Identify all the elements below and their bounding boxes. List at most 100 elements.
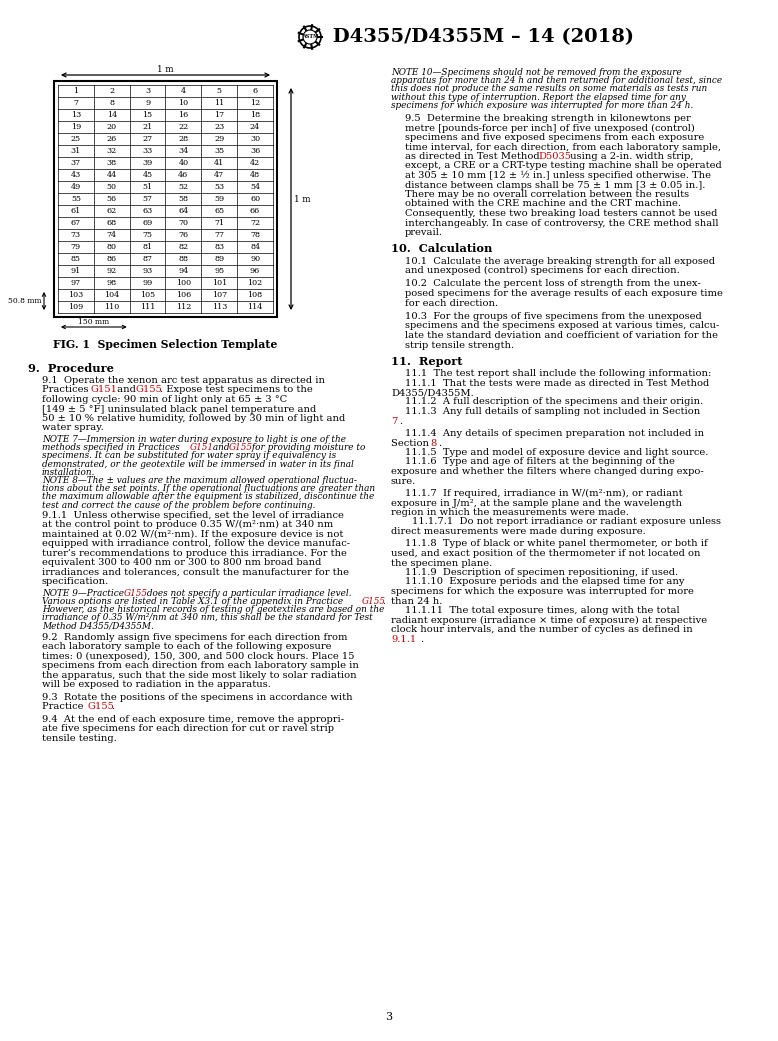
Text: specimens. It can be substituted for water spray if equivalency is: specimens. It can be substituted for wat… (42, 452, 336, 460)
Text: 22: 22 (178, 123, 188, 131)
Text: 68: 68 (107, 219, 117, 227)
Text: 94: 94 (178, 266, 188, 275)
Text: test and correct the cause of the problem before continuing.: test and correct the cause of the proble… (42, 501, 316, 510)
Text: demonstrated, or the geotextile will be immersed in water in its final: demonstrated, or the geotextile will be … (42, 459, 354, 468)
Text: 53: 53 (214, 183, 224, 191)
Text: 46: 46 (178, 171, 188, 179)
Text: times: 0 (unexposed), 150, 300, and 500 clock hours. Place 15: times: 0 (unexposed), 150, 300, and 500 … (42, 652, 355, 661)
Text: 111: 111 (140, 303, 156, 311)
Text: 95: 95 (214, 266, 224, 275)
Text: 87: 87 (142, 255, 152, 263)
Text: 98: 98 (107, 279, 117, 287)
Text: 70: 70 (178, 219, 188, 227)
Text: 50.8 mm: 50.8 mm (9, 297, 42, 305)
Text: each laboratory sample to each of the following exposure: each laboratory sample to each of the fo… (42, 642, 331, 652)
Text: 76: 76 (178, 231, 188, 239)
Text: 51: 51 (142, 183, 152, 191)
Text: tensile testing.: tensile testing. (42, 734, 117, 743)
Text: Various options are listed in Table X3.1 of the appendix in Practice: Various options are listed in Table X3.1… (42, 596, 346, 606)
Text: 9.3  Rotate the positions of the specimens in accordance with: 9.3 Rotate the positions of the specimen… (42, 693, 352, 702)
Text: as directed in Test Method: as directed in Test Method (405, 152, 543, 161)
Text: 43: 43 (71, 171, 81, 179)
Text: 107: 107 (212, 291, 227, 299)
Text: specification.: specification. (42, 578, 109, 586)
Text: 109: 109 (68, 303, 83, 311)
Text: ate five specimens for each direction for cut or ravel strip: ate five specimens for each direction fo… (42, 725, 334, 733)
Text: 11.  Report: 11. Report (391, 356, 462, 367)
Text: D4355/D4355M.: D4355/D4355M. (391, 388, 474, 397)
Text: 108: 108 (247, 291, 263, 299)
Text: specimens for which the exposure was interrupted for more: specimens for which the exposure was int… (391, 587, 694, 596)
Text: 60: 60 (250, 195, 260, 203)
Text: 11.1.10  Exposure periods and the elapsed time for any: 11.1.10 Exposure periods and the elapsed… (405, 578, 685, 586)
Text: Method D4355/D4355M.: Method D4355/D4355M. (42, 621, 154, 631)
Text: 8: 8 (109, 99, 114, 107)
Text: 78: 78 (250, 231, 260, 239)
Text: than 24 h.: than 24 h. (391, 596, 443, 606)
Text: except, a CRE or a CRT-type testing machine shall be operated: except, a CRE or a CRT-type testing mach… (405, 161, 722, 171)
Text: 9.4  At the end of each exposure time, remove the appropri-: 9.4 At the end of each exposure time, re… (42, 715, 344, 723)
Text: 85: 85 (71, 255, 81, 263)
Text: 72: 72 (250, 219, 260, 227)
Text: late the standard deviation and coefficient of variation for the: late the standard deviation and coeffici… (405, 331, 718, 340)
Text: 27: 27 (142, 135, 152, 143)
Text: 11.1.3  Any full details of sampling not included in Section: 11.1.3 Any full details of sampling not … (405, 407, 700, 416)
Text: water spray.: water spray. (42, 424, 103, 432)
Text: 50 ± 10 % relative humidity, followed by 30 min of light and: 50 ± 10 % relative humidity, followed by… (42, 414, 345, 423)
Text: 18: 18 (250, 111, 260, 119)
Text: 114: 114 (247, 303, 263, 311)
Text: 91: 91 (71, 266, 81, 275)
Text: Section: Section (391, 438, 432, 448)
Text: 82: 82 (178, 243, 188, 251)
Text: 64: 64 (178, 207, 188, 215)
Text: G155: G155 (229, 443, 253, 452)
Text: 81: 81 (142, 243, 152, 251)
Text: 112: 112 (176, 303, 191, 311)
Text: 97: 97 (71, 279, 81, 287)
Text: 9.1.1  Unless otherwise specified, set the level of irradiance: 9.1.1 Unless otherwise specified, set th… (42, 511, 344, 519)
Text: 83: 83 (214, 243, 224, 251)
Text: 25: 25 (71, 135, 81, 143)
Text: 11.1  The test report shall include the following information:: 11.1 The test report shall include the f… (405, 369, 711, 378)
Text: 42: 42 (250, 159, 260, 167)
Bar (54, 81, 277, 318)
Text: .: . (438, 438, 441, 448)
Text: ASTM: ASTM (302, 34, 318, 40)
Text: equipped with irradiance control, follow the device manufac-: equipped with irradiance control, follow… (42, 539, 350, 549)
Text: 9.1.1: 9.1.1 (391, 635, 416, 643)
Text: 28: 28 (178, 135, 188, 143)
Text: 11.1.8  Type of black or white panel thermometer, or both if: 11.1.8 Type of black or white panel ther… (405, 539, 708, 549)
Text: G155: G155 (136, 385, 163, 395)
Text: 7: 7 (73, 99, 79, 107)
Text: 21: 21 (142, 123, 152, 131)
Text: the specimen plane.: the specimen plane. (391, 559, 492, 567)
Text: 8: 8 (430, 438, 436, 448)
Text: .: . (399, 416, 402, 426)
Text: posed specimens for the average results of each exposure time: posed specimens for the average results … (405, 289, 723, 298)
Text: 113: 113 (212, 303, 227, 311)
Text: obtained with the CRE machine and the CRT machine.: obtained with the CRE machine and the CR… (405, 200, 681, 208)
Text: 29: 29 (214, 135, 224, 143)
Text: prevail.: prevail. (405, 228, 443, 237)
Text: 104: 104 (104, 291, 119, 299)
Text: specimens and the specimens exposed at various times, calcu-: specimens and the specimens exposed at v… (405, 322, 720, 330)
Text: for each direction.: for each direction. (405, 299, 498, 307)
Text: 11.1.1  That the tests were made as directed in Test Method: 11.1.1 That the tests were made as direc… (405, 379, 710, 387)
Text: irradiance of 0.35 W/m²/nm at 340 nm, this shall be the standard for Test: irradiance of 0.35 W/m²/nm at 340 nm, th… (42, 613, 373, 623)
Text: 5: 5 (217, 87, 222, 95)
Text: tions about the set points. If the operational fluctuations are greater than: tions about the set points. If the opera… (42, 484, 375, 493)
Text: 35: 35 (214, 147, 224, 155)
Text: and unexposed (control) specimens for each direction.: and unexposed (control) specimens for ea… (405, 266, 680, 275)
Text: does not specify a particular irradiance level.: does not specify a particular irradiance… (144, 589, 352, 598)
Text: 10.1  Calculate the average breaking strength for all exposed: 10.1 Calculate the average breaking stre… (405, 256, 715, 265)
Text: G151: G151 (190, 443, 214, 452)
Text: G155: G155 (124, 589, 148, 598)
Text: 1 m: 1 m (294, 195, 310, 203)
Text: 14: 14 (107, 111, 117, 119)
Text: .: . (382, 596, 385, 606)
Text: region in which the measurements were made.: region in which the measurements were ma… (391, 508, 629, 517)
Text: using a 2-in. width strip,: using a 2-in. width strip, (567, 152, 693, 161)
Text: the maximum allowable after the equipment is stabilized, discontinue the: the maximum allowable after the equipmen… (42, 492, 374, 502)
Text: 9.5  Determine the breaking strength in kilonewtons per: 9.5 Determine the breaking strength in k… (405, 115, 691, 123)
Text: specimens and five exposed specimens from each exposure: specimens and five exposed specimens fro… (405, 133, 704, 142)
